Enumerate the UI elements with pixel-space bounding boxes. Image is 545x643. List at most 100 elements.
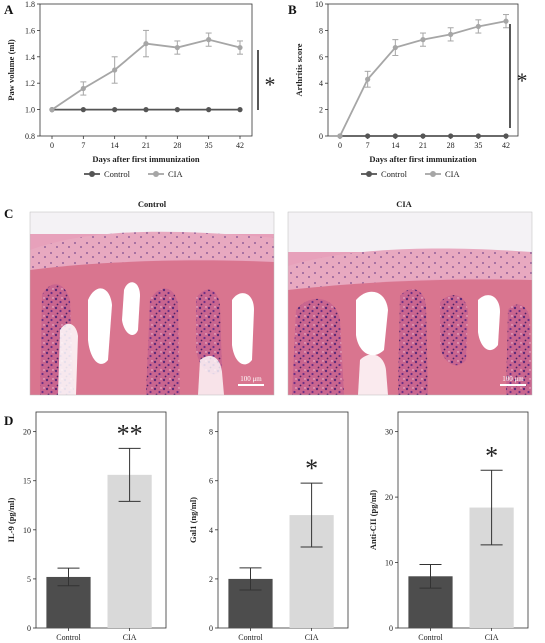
y-tick-label: 15 [23, 477, 31, 486]
histology-panel: Control CIA 100 μm [29, 199, 533, 396]
il9-bar-chart: 0 5 10 15 20 IL-9 (pg/ml) Control CIA ** [6, 411, 167, 642]
x-tick-label: 0 [50, 141, 54, 150]
data-point-control [80, 107, 86, 113]
y-tick-label: 10 [23, 526, 31, 535]
y-tick-label: 6 [319, 53, 323, 62]
y-tick-label: 8 [319, 26, 323, 35]
y-tick-label: 2 [209, 575, 213, 584]
y-axis-title: Arthritis score [294, 43, 304, 96]
histology-cia-image: 100 μm [287, 211, 533, 396]
significance-star: * [265, 72, 276, 97]
data-point-control [475, 133, 481, 139]
y-tick-label: 1.2 [25, 79, 35, 88]
x-tick-label: 7 [81, 141, 85, 150]
x-tick-label: CIA [305, 633, 319, 642]
plot-frame [217, 411, 349, 629]
y-tick-label: 6 [209, 477, 213, 486]
data-point-cia [49, 107, 55, 113]
x-tick-label: 28 [173, 141, 181, 150]
y-tick-label: 0.8 [25, 132, 35, 141]
legend-label: CIA [445, 169, 461, 179]
significance-star: * [305, 454, 318, 483]
panel-label-b: B [288, 2, 297, 17]
x-tick-label: 42 [236, 141, 244, 150]
panel-label-d: D [4, 413, 13, 428]
y-axis-title: Paw volume (ml) [6, 39, 16, 101]
x-tick-label: 28 [447, 141, 455, 150]
y-tick-label: 4 [209, 526, 213, 535]
y-tick-label: 0 [209, 624, 213, 633]
y-tick-label: 1.4 [25, 53, 35, 62]
scale-bar-label-left: 100 μm [240, 375, 262, 383]
plot-frame [39, 3, 253, 137]
y-tick-label: 2 [319, 106, 323, 115]
y-tick-label: 4 [319, 79, 323, 88]
data-point-cia [475, 23, 481, 30]
plot-frame [397, 411, 529, 629]
y-tick-label: 0 [389, 624, 393, 633]
y-tick-label: 20 [23, 428, 31, 437]
y-tick-label: 30 [385, 428, 393, 437]
y-tick-label: 1.0 [25, 106, 35, 115]
significance-star: * [485, 441, 498, 470]
y-tick-label: 5 [27, 575, 31, 584]
x-tick-label: 35 [474, 141, 482, 150]
y-tick-label: 8 [209, 428, 213, 437]
y-tick-label: 0 [27, 624, 31, 633]
x-tick-label: 21 [419, 141, 427, 150]
x-tick-label: 7 [366, 141, 370, 150]
data-point-cia [237, 44, 243, 51]
data-point-cia [206, 37, 212, 43]
x-tick-label: 21 [142, 141, 150, 150]
legend-marker [153, 171, 159, 177]
legend-label: Control [381, 169, 408, 179]
gal1-bar-chart: 0 2 4 6 8 Gal1 (ng/ml) Control CIA * [188, 411, 349, 642]
legend-marker [89, 171, 95, 177]
y-tick-label: 1.8 [25, 0, 35, 9]
x-tick-label: 35 [205, 141, 213, 150]
data-point-cia [112, 67, 118, 73]
anti-cii-bar-chart: 0 10 20 30 Anti-CII (pg/ml) Control CIA * [368, 411, 529, 642]
y-axis-title: Anti-CII (pg/ml) [368, 490, 378, 550]
data-point-cia [80, 85, 86, 92]
panel-label-c: C [4, 206, 13, 221]
legend-label: Control [104, 169, 131, 179]
x-tick-label: 14 [391, 141, 399, 150]
data-point-cia [448, 31, 454, 37]
data-point-cia [337, 133, 343, 139]
data-point-cia [143, 41, 149, 47]
data-point-control [206, 107, 212, 113]
data-point-control [174, 107, 180, 113]
data-point-control [365, 133, 371, 139]
data-point-cia [392, 44, 398, 51]
y-axis-title: Gal1 (ng/ml) [188, 497, 198, 543]
x-tick-label: CIA [123, 633, 137, 642]
data-point-cia [174, 44, 180, 51]
y-tick-label: 0 [319, 132, 323, 141]
x-tick-label: Control [56, 633, 81, 642]
data-point-control [420, 133, 426, 139]
data-point-control [237, 107, 243, 113]
x-tick-label: Control [238, 633, 263, 642]
data-point-control [112, 107, 118, 113]
y-tick-label: 10 [315, 0, 323, 9]
significance-star: ** [117, 419, 143, 448]
paw-volume-chart: 0.8 1.0 1.2 1.4 1.6 1.8 0 7 14 21 28 35 42 Days after… [6, 0, 276, 179]
y-axis-title: IL-9 (pg/ml) [6, 498, 16, 543]
data-point-control [503, 133, 509, 139]
data-point-cia [365, 76, 371, 82]
x-axis-title: Days after first immunization [92, 154, 200, 164]
legend-marker [366, 171, 372, 177]
data-point-control [143, 107, 149, 113]
data-point-cia [420, 37, 426, 43]
arthritis-score-chart: 0 2 4 6 8 10 0 7 14 21 28 35 42 Days after first immu… [294, 0, 528, 179]
scale-bar-label-right: 100 μm [502, 375, 524, 383]
x-tick-label: CIA [485, 633, 499, 642]
y-tick-label: 1.6 [25, 26, 35, 35]
legend-label: CIA [168, 169, 184, 179]
y-tick-label: 10 [385, 559, 393, 568]
panel-label-a: A [4, 2, 14, 17]
x-tick-label: 14 [111, 141, 119, 150]
data-point-control [448, 133, 454, 139]
